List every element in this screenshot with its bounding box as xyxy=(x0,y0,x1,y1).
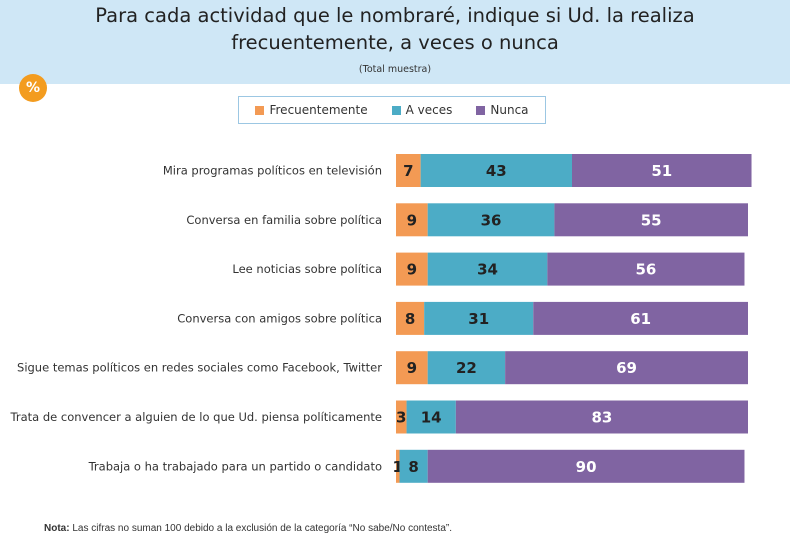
legend: Frecuentemente A veces Nunca xyxy=(238,96,546,124)
legend-label-frecuentemente: Frecuentemente xyxy=(269,103,368,117)
footnote: Nota: Las cifras no suman 100 debido a l… xyxy=(44,523,452,534)
data-label-frecuentemente: 1 xyxy=(393,458,403,476)
bar-segment-nunca xyxy=(427,449,745,483)
data-label-a-veces: 22 xyxy=(456,359,477,377)
data-label-a-veces: 34 xyxy=(477,261,498,279)
bar-segment-nunca xyxy=(455,400,748,434)
category-label: Conversa con amigos sobre política xyxy=(177,311,382,325)
bar-segment-a-veces xyxy=(427,351,506,385)
footnote-label: Nota: xyxy=(44,523,70,534)
bar-segment-frecuentemente xyxy=(396,449,400,483)
bar-segment-a-veces xyxy=(427,252,548,286)
category-label: Lee noticias sobre política xyxy=(232,262,382,276)
chart-subtitle: (Total muestra) xyxy=(358,64,432,75)
data-label-frecuentemente: 9 xyxy=(407,359,417,377)
footnote-text: Las cifras no suman 100 debido a la excl… xyxy=(69,523,453,534)
data-label-nunca: 61 xyxy=(630,310,651,328)
header-band xyxy=(0,0,790,84)
legend-label-a-veces: A veces xyxy=(405,103,453,117)
legend-swatch-a-veces xyxy=(391,105,401,115)
category-label: Trata de convencer a alguien de lo que U… xyxy=(10,410,382,424)
percent-badge: % xyxy=(19,74,47,102)
legend-label-nunca: Nunca xyxy=(490,103,529,117)
legend-item-a-veces: A veces xyxy=(391,103,453,117)
bar-segment-nunca xyxy=(505,351,748,385)
bar-segment-frecuentemente xyxy=(396,252,428,286)
data-label-a-veces: 31 xyxy=(468,310,489,328)
data-label-nunca: 56 xyxy=(635,261,656,279)
bar-segment-frecuentemente xyxy=(396,400,407,434)
data-label-frecuentemente: 8 xyxy=(405,310,415,328)
data-label-nunca: 90 xyxy=(576,458,597,476)
bar-segment-nunca xyxy=(533,301,748,335)
bar-segment-frecuentemente xyxy=(396,351,428,385)
data-label-frecuentemente: 3 xyxy=(396,409,406,427)
category-label: Conversa en familia sobre política xyxy=(186,213,382,227)
bar-segment-a-veces xyxy=(424,301,534,335)
data-label-a-veces: 14 xyxy=(421,409,442,427)
bar-segment-nunca xyxy=(547,252,745,286)
chart-title: Para cada actividad que le nombraré, ind… xyxy=(95,4,695,54)
data-label-a-veces: 36 xyxy=(481,211,502,229)
data-label-frecuentemente: 9 xyxy=(407,261,417,279)
legend-swatch-nunca xyxy=(476,105,486,115)
bar-segment-a-veces xyxy=(420,154,572,187)
data-label-nunca: 69 xyxy=(616,359,637,377)
data-label-a-veces: 43 xyxy=(486,162,507,180)
legend-item-nunca: Nunca xyxy=(476,103,529,117)
category-label: Sigue temas políticos en redes sociales … xyxy=(17,361,382,375)
bar-segment-frecuentemente xyxy=(396,154,421,187)
bar-segment-nunca xyxy=(572,154,752,187)
bar-segment-frecuentemente xyxy=(396,301,425,335)
legend-swatch-frecuentemente xyxy=(255,105,265,115)
data-label-nunca: 55 xyxy=(641,211,662,229)
bar-segment-a-veces xyxy=(399,449,428,483)
data-label-a-veces: 8 xyxy=(408,458,418,476)
data-label-frecuentemente: 9 xyxy=(407,211,417,229)
bar-segment-a-veces xyxy=(427,203,555,237)
category-label: Trabaja o ha trabajado para un partido o… xyxy=(88,459,382,473)
legend-item-frecuentemente: Frecuentemente xyxy=(255,103,368,117)
bar-segment-a-veces xyxy=(406,400,456,434)
bar-segment-nunca xyxy=(554,203,748,237)
data-label-nunca: 51 xyxy=(651,162,672,180)
category-label: Mira programas políticos en televisión xyxy=(163,164,382,178)
bar-segment-frecuentemente xyxy=(396,203,428,237)
data-label-nunca: 83 xyxy=(591,409,612,427)
data-label-frecuentemente: 7 xyxy=(403,162,413,180)
